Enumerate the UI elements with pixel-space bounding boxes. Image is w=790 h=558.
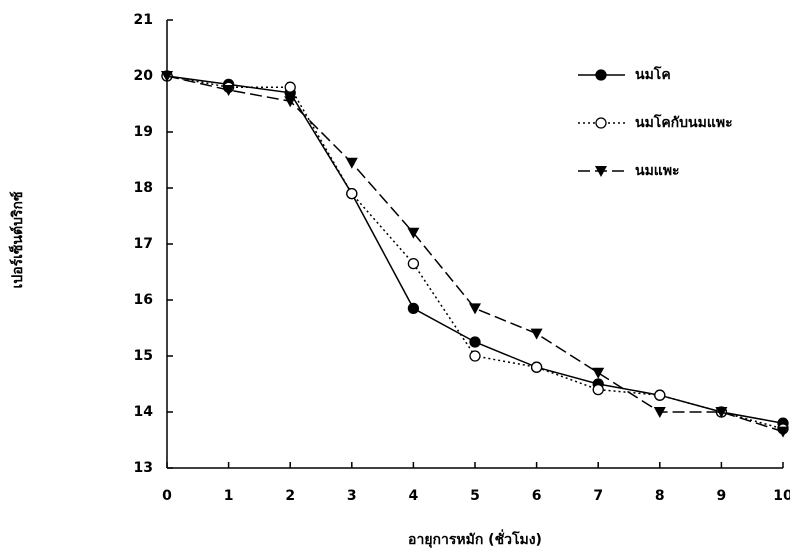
y-tick-label: 13 <box>134 460 153 476</box>
marker <box>347 189 357 199</box>
x-tick-label: 10 <box>773 488 790 504</box>
marker <box>346 158 358 169</box>
marker <box>592 368 604 379</box>
x-tick-label: 7 <box>593 488 603 504</box>
y-tick-label: 17 <box>134 236 153 252</box>
y-tick-label: 20 <box>134 68 154 84</box>
legend-label: นมแพะ <box>635 163 680 179</box>
marker <box>469 303 481 314</box>
marker <box>531 329 543 340</box>
marker <box>408 259 418 269</box>
y-axis-label: เปอร์เซ็นต์บริกซ์ <box>8 191 26 288</box>
y-tick-label: 15 <box>134 348 153 364</box>
chart: อายุการหมัก (ชั่วโมง) เปอร์เซ็นต์บริกซ์ … <box>0 0 790 558</box>
x-tick-label: 0 <box>162 488 172 504</box>
legend-marker <box>596 70 606 80</box>
marker <box>655 390 665 400</box>
x-tick-label: 6 <box>532 488 542 504</box>
marker <box>470 351 480 361</box>
x-tick-label: 4 <box>409 488 419 504</box>
legend-marker <box>596 118 606 128</box>
marker <box>408 303 418 313</box>
y-tick-label: 16 <box>134 292 153 308</box>
x-tick-label: 5 <box>470 488 480 504</box>
marker <box>285 82 295 92</box>
y-tick-label: 14 <box>134 404 154 420</box>
y-tick-label: 21 <box>134 12 153 28</box>
x-tick-label: 9 <box>717 488 727 504</box>
legend-label: นมโคกับนมแพะ <box>635 113 733 131</box>
x-tick-label: 2 <box>285 488 295 504</box>
marker <box>593 385 603 395</box>
x-tick-label: 3 <box>347 488 357 504</box>
y-tick-label: 18 <box>134 180 153 196</box>
marker <box>470 337 480 347</box>
x-axis-label: อายุการหมัก (ชั่วโมง) <box>408 529 542 548</box>
y-tick-label: 19 <box>134 124 153 140</box>
x-tick-label: 8 <box>655 488 665 504</box>
marker <box>532 362 542 372</box>
x-tick-label: 1 <box>224 488 234 504</box>
marker <box>284 96 296 107</box>
legend-label: นมโค <box>635 65 671 83</box>
